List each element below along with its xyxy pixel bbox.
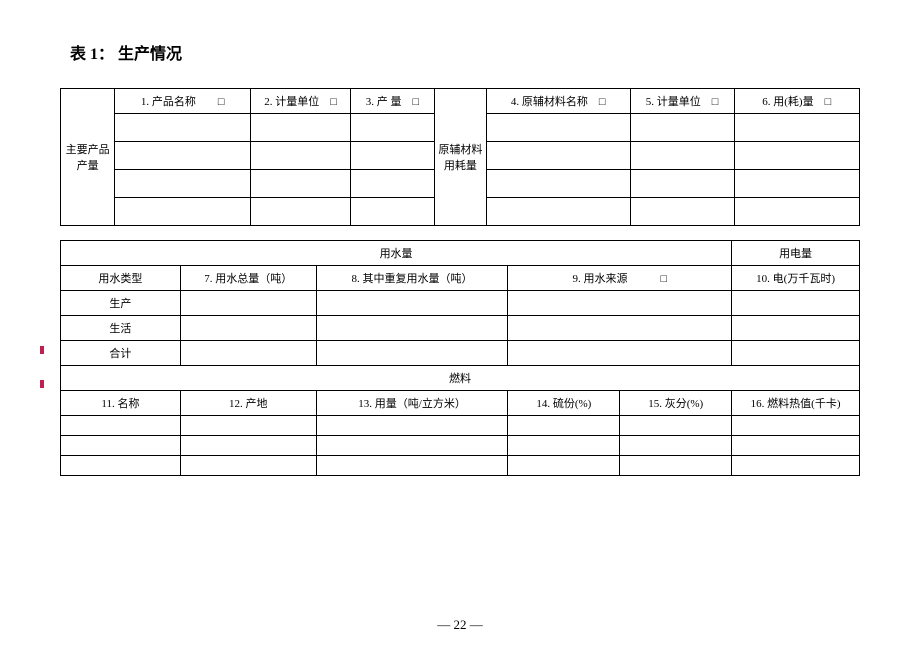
cell bbox=[251, 198, 351, 226]
cell bbox=[734, 142, 859, 170]
cell bbox=[508, 456, 620, 476]
col-header: 8. 其中重复用水量（吨） bbox=[316, 266, 508, 291]
cell bbox=[486, 198, 630, 226]
cell bbox=[486, 170, 630, 198]
cell bbox=[316, 341, 508, 366]
row-label: 生活 bbox=[61, 316, 181, 341]
cell bbox=[508, 291, 732, 316]
row-label: 生产 bbox=[61, 291, 181, 316]
cell bbox=[316, 316, 508, 341]
cell bbox=[620, 436, 732, 456]
cell bbox=[732, 456, 860, 476]
cell bbox=[732, 341, 860, 366]
table-title: 表 1： 生产情况 bbox=[60, 40, 860, 64]
cell bbox=[630, 142, 734, 170]
col-header: 16. 燃料热值(千卡) bbox=[732, 391, 860, 416]
col-header: 1. 产品名称 □ bbox=[115, 89, 251, 114]
cell bbox=[630, 170, 734, 198]
cell bbox=[732, 416, 860, 436]
cell bbox=[508, 341, 732, 366]
cell bbox=[508, 416, 620, 436]
cell bbox=[316, 416, 508, 436]
col-header: 5. 计量单位 □ bbox=[630, 89, 734, 114]
cell bbox=[316, 436, 508, 456]
col-header: 15. 灰分(%) bbox=[620, 391, 732, 416]
cell bbox=[61, 416, 181, 436]
cell bbox=[316, 456, 508, 476]
cell bbox=[734, 198, 859, 226]
left-row-header: 主要产品产量 bbox=[61, 89, 115, 226]
col-header: 6. 用(耗)量 □ bbox=[734, 89, 859, 114]
mid-row-header: 原辅材料用耗量 bbox=[434, 89, 486, 226]
col-header: 7. 用水总量（吨） bbox=[180, 266, 316, 291]
cell bbox=[734, 114, 859, 142]
cell bbox=[486, 142, 630, 170]
cell bbox=[351, 198, 435, 226]
col-header: 用水类型 bbox=[61, 266, 181, 291]
cell bbox=[180, 456, 316, 476]
cell bbox=[61, 436, 181, 456]
cell bbox=[508, 316, 732, 341]
cell bbox=[251, 142, 351, 170]
cell bbox=[732, 291, 860, 316]
cell bbox=[180, 341, 316, 366]
cell bbox=[732, 436, 860, 456]
page-number: — 22 — bbox=[0, 617, 920, 633]
col-header: 12. 产地 bbox=[180, 391, 316, 416]
cell bbox=[61, 456, 181, 476]
row-label: 合计 bbox=[61, 341, 181, 366]
cell bbox=[115, 198, 251, 226]
cell bbox=[180, 416, 316, 436]
elec-header: 用电量 bbox=[732, 241, 860, 266]
water-header: 用水量 bbox=[61, 241, 732, 266]
cell bbox=[734, 170, 859, 198]
col-header: 11. 名称 bbox=[61, 391, 181, 416]
col-header: 9. 用水来源 □ bbox=[508, 266, 732, 291]
cell bbox=[115, 142, 251, 170]
water-fuel-table: 用水量 用电量 用水类型 7. 用水总量（吨） 8. 其中重复用水量（吨） 9.… bbox=[60, 240, 860, 476]
cell bbox=[180, 316, 316, 341]
cell bbox=[316, 291, 508, 316]
col-header: 4. 原辅材料名称 □ bbox=[486, 89, 630, 114]
fuel-header: 燃料 bbox=[61, 366, 860, 391]
cell bbox=[251, 170, 351, 198]
cell bbox=[620, 456, 732, 476]
cell bbox=[620, 416, 732, 436]
col-header: 3. 产 量 □ bbox=[351, 89, 435, 114]
cell bbox=[351, 170, 435, 198]
cell bbox=[508, 436, 620, 456]
cell bbox=[732, 316, 860, 341]
margin-mark bbox=[40, 380, 44, 388]
cell bbox=[115, 170, 251, 198]
cell bbox=[351, 142, 435, 170]
cell bbox=[180, 436, 316, 456]
cell bbox=[486, 114, 630, 142]
cell bbox=[351, 114, 435, 142]
cell bbox=[630, 198, 734, 226]
col-header: 13. 用量（吨/立方米） bbox=[316, 391, 508, 416]
cell bbox=[115, 114, 251, 142]
production-table: 主要产品产量 1. 产品名称 □ 2. 计量单位 □ 3. 产 量 □ 原辅材料… bbox=[60, 88, 860, 226]
col-header: 2. 计量单位 □ bbox=[251, 89, 351, 114]
cell bbox=[630, 114, 734, 142]
col-header: 10. 电(万千瓦时) bbox=[732, 266, 860, 291]
cell bbox=[180, 291, 316, 316]
cell bbox=[251, 114, 351, 142]
margin-mark bbox=[40, 346, 44, 354]
col-header: 14. 硫份(%) bbox=[508, 391, 620, 416]
